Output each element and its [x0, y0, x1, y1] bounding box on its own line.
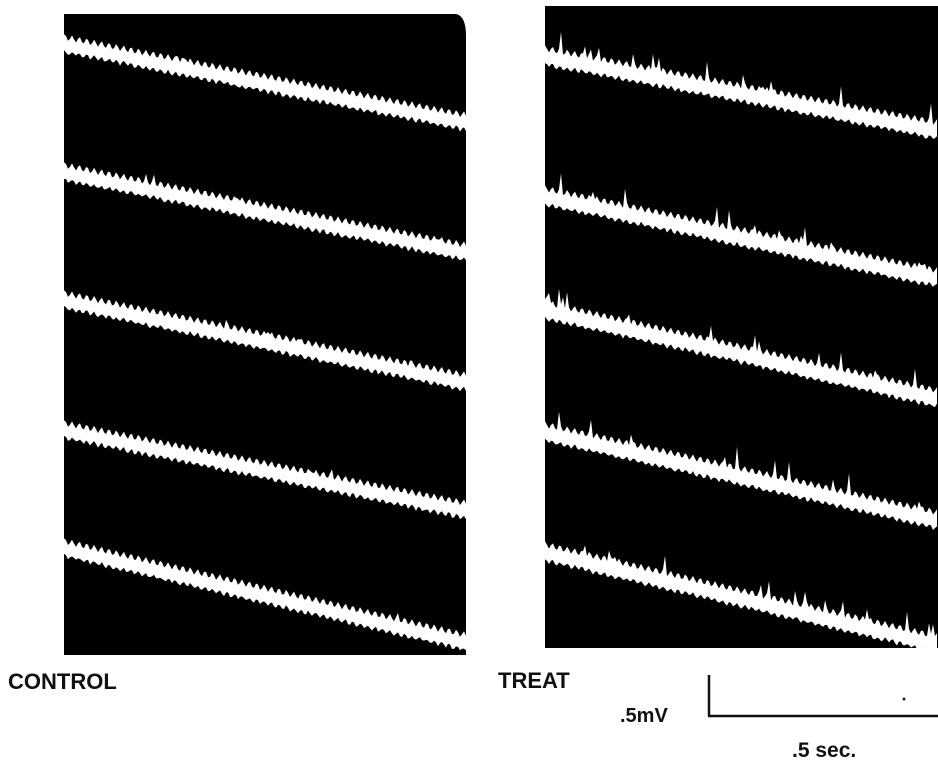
- control-sweep-trace: [64, 538, 466, 651]
- control-traces: [64, 34, 466, 651]
- treat-sweep-trace: [545, 31, 937, 139]
- scale-bar: .5mV .5 sec.: [620, 675, 938, 762]
- treat-panel: [545, 6, 938, 654]
- treat-sweep-trace: [545, 541, 937, 654]
- treat-label: TREAT: [498, 668, 570, 693]
- speck-mark: [902, 697, 906, 701]
- treat-panel-background: [545, 6, 938, 648]
- treat-sweep-trace: [545, 288, 937, 407]
- treat-traces: [545, 31, 937, 654]
- control-sweep-trace: [64, 290, 466, 392]
- control-sweep-trace: [64, 162, 466, 261]
- treat-sweep-trace: [545, 411, 937, 531]
- treat-sweep-trace: [545, 173, 937, 287]
- voltage-scale-label: .5mV: [620, 705, 668, 727]
- control-sweep-trace: [64, 420, 466, 520]
- control-label: CONTROL: [8, 669, 117, 694]
- control-panel: [64, 14, 466, 655]
- control-sweep-trace: [64, 34, 466, 132]
- time-scale-label: .5 sec.: [792, 739, 856, 762]
